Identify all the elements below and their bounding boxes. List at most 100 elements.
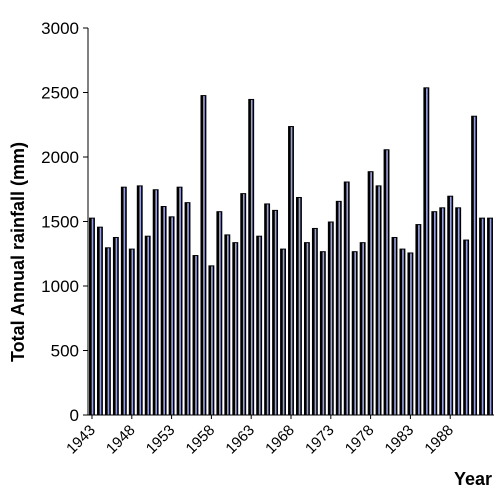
bar-1985: [423, 87, 430, 415]
bar-1959: [216, 211, 223, 415]
bar-highlight: [234, 243, 237, 415]
bar-highlight: [155, 190, 158, 415]
bar-1992: [479, 217, 486, 415]
bar-1969: [296, 196, 302, 415]
bar-1951: [152, 189, 159, 415]
bar-1945: [104, 247, 111, 415]
bar-1971: [311, 227, 318, 415]
bar-1963: [248, 98, 255, 415]
bar-1968: [288, 126, 294, 415]
bar-1962: [240, 193, 247, 415]
bar-highlight: [322, 252, 325, 415]
bar-1972: [319, 251, 326, 415]
x-axis-title: Year: [454, 469, 492, 489]
bar-1973: [327, 221, 334, 415]
bar-1986: [431, 211, 438, 415]
bar-1946: [112, 236, 119, 415]
bar-highlight: [354, 252, 357, 415]
bar-1987: [439, 207, 446, 415]
bar-highlight: [282, 249, 285, 415]
bar-1960: [224, 234, 231, 415]
y-tick-label: 1500: [41, 213, 79, 232]
bar-highlight: [123, 187, 126, 415]
y-tick-label: 0: [70, 406, 79, 425]
bar-highlight: [433, 212, 436, 415]
y-tick-label: 3000: [41, 19, 79, 38]
bar-1967: [280, 248, 286, 415]
bar-1974: [335, 200, 342, 415]
bar-highlight: [147, 236, 150, 415]
x-tick-label: 1953: [143, 422, 179, 458]
bar-1978: [367, 171, 374, 415]
bar-highlight: [195, 256, 197, 415]
bar-1993: [487, 217, 493, 415]
x-tick-label: 1978: [342, 422, 378, 458]
bar-highlight: [457, 208, 460, 415]
bar-1956: [192, 255, 199, 415]
x-tick-label: 1983: [382, 422, 418, 458]
bar-1952: [160, 206, 167, 415]
bar-highlight: [441, 208, 444, 415]
bar-highlight: [402, 249, 404, 415]
x-tick-label: 1963: [222, 422, 258, 458]
y-tick-label: 2500: [41, 84, 79, 103]
y-axis-title: Total Annual rainfall (mm): [8, 142, 28, 362]
x-tick-label: 1973: [302, 422, 338, 458]
bar-highlight: [314, 228, 317, 415]
bar-1970: [303, 242, 310, 415]
bar-highlight: [426, 88, 428, 415]
bar-highlight: [139, 186, 142, 415]
bar-1982: [399, 248, 406, 415]
bar-1961: [232, 242, 239, 415]
bar-1953: [168, 216, 175, 415]
bar-highlight: [298, 197, 301, 415]
bar-1979: [375, 185, 382, 415]
bar-highlight: [346, 182, 349, 415]
bar-1944: [96, 226, 103, 415]
bar-1954: [176, 186, 183, 415]
bar-highlight: [473, 116, 476, 415]
bar-highlight: [449, 196, 452, 415]
bar-1977: [359, 242, 366, 415]
bar-highlight: [370, 172, 372, 415]
bar-highlight: [481, 218, 484, 415]
bar-1966: [272, 209, 279, 415]
bar-highlight: [274, 210, 277, 415]
bar-1989: [455, 207, 462, 415]
bar-1947: [120, 186, 127, 415]
bar-highlight: [489, 218, 492, 415]
bar-highlight: [410, 253, 412, 415]
bar-highlight: [242, 194, 245, 415]
bar-highlight: [362, 243, 365, 415]
bar-highlight: [107, 248, 110, 415]
y-axis: 0 500 1000 1500 2000 2500 3000: [41, 19, 89, 425]
bar-highlight: [187, 203, 189, 415]
bar-1983: [407, 252, 414, 415]
bar-1984: [415, 224, 422, 415]
x-tick-label: 1958: [183, 422, 219, 458]
bar-highlight: [179, 187, 181, 415]
x-tick-label: 1968: [262, 422, 298, 458]
bar-1975: [343, 181, 350, 415]
bar-highlight: [306, 243, 309, 415]
bar-highlight: [386, 150, 388, 415]
bar-1958: [208, 265, 215, 415]
bar-highlight: [338, 201, 341, 415]
bar-highlight: [290, 127, 293, 415]
x-tick-label: 1988: [421, 422, 457, 458]
y-tick-label: 2000: [41, 148, 79, 167]
bar-highlight: [131, 249, 134, 415]
y-tick-label: 1000: [41, 277, 79, 296]
x-axis: 1943 1948 1953 1958 1963 1968 1973 1978 1983 1988: [63, 414, 494, 458]
bar-1980: [383, 149, 390, 415]
bar-highlight: [91, 218, 94, 415]
bar-1990: [463, 239, 470, 415]
bar-highlight: [171, 217, 173, 415]
bar-highlight: [394, 237, 396, 415]
bar-highlight: [99, 227, 102, 415]
bar-highlight: [378, 186, 380, 415]
bar-1988: [447, 195, 454, 415]
bar-highlight: [163, 207, 165, 415]
y-tick-label: 500: [51, 342, 79, 361]
